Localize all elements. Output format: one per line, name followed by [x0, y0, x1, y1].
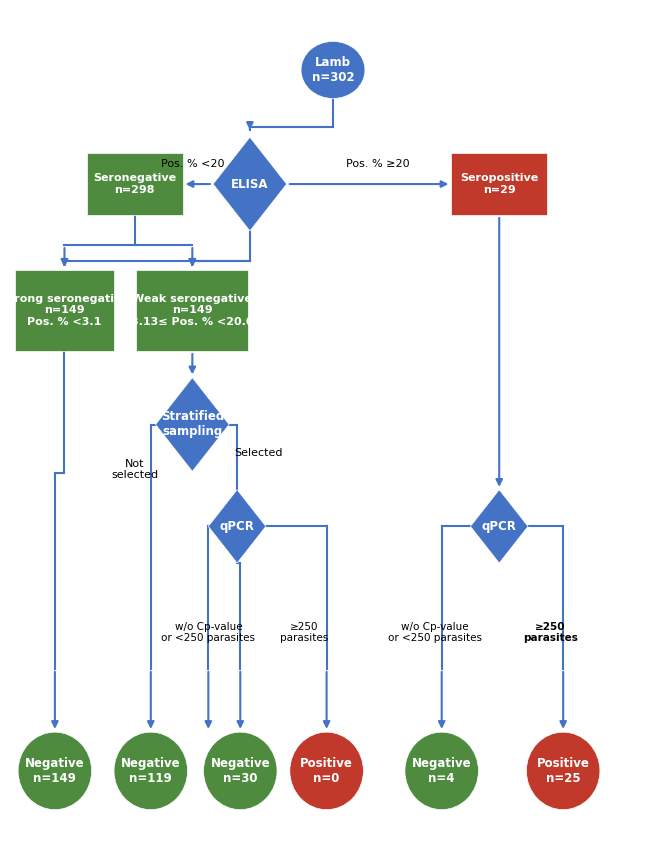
Text: Seropositive
n=29: Seropositive n=29 [460, 173, 538, 195]
Text: qPCR: qPCR [220, 520, 254, 533]
Text: ≥250
parasites: ≥250 parasites [523, 621, 578, 644]
FancyBboxPatch shape [87, 154, 182, 215]
Text: Pos. % <20: Pos. % <20 [161, 159, 224, 169]
Ellipse shape [204, 732, 277, 810]
Text: Positive
n=25: Positive n=25 [537, 757, 589, 784]
Text: w/o Cp-value
or <250 parasites: w/o Cp-value or <250 parasites [161, 621, 255, 644]
Text: qPCR: qPCR [482, 520, 517, 533]
Text: Lamb
n=302: Lamb n=302 [312, 56, 354, 84]
Text: Strong seronegative
n=149
Pos. % <3.1: Strong seronegative n=149 Pos. % <3.1 [1, 294, 129, 327]
Text: w/o Cp-value
or <250 parasites: w/o Cp-value or <250 parasites [388, 621, 482, 644]
Ellipse shape [290, 732, 364, 810]
Text: ELISA: ELISA [231, 177, 268, 190]
FancyBboxPatch shape [15, 270, 114, 351]
FancyBboxPatch shape [452, 154, 547, 215]
Ellipse shape [526, 732, 600, 810]
Polygon shape [208, 490, 266, 563]
Text: Not
selected: Not selected [111, 458, 159, 481]
Polygon shape [156, 378, 229, 471]
Ellipse shape [18, 732, 92, 810]
Text: Stratified
sampling: Stratified sampling [161, 411, 224, 438]
Text: ≥250
parasites: ≥250 parasites [280, 621, 328, 644]
Text: Negative
n=30: Negative n=30 [210, 757, 270, 784]
Ellipse shape [301, 42, 365, 98]
Text: Negative
n=4: Negative n=4 [412, 757, 472, 784]
Ellipse shape [405, 732, 478, 810]
Text: Positive
n=0: Positive n=0 [300, 757, 353, 784]
Text: Seronegative
n=298: Seronegative n=298 [93, 173, 176, 195]
Ellipse shape [114, 732, 188, 810]
Text: Pos. % ≥20: Pos. % ≥20 [346, 159, 410, 169]
Text: Weak seronegative
n=149
3.13≤ Pos. % <20.0: Weak seronegative n=149 3.13≤ Pos. % <20… [131, 294, 254, 327]
Polygon shape [470, 490, 528, 563]
Text: Negative
n=149: Negative n=149 [25, 757, 85, 784]
Text: Negative
n=119: Negative n=119 [121, 757, 180, 784]
FancyBboxPatch shape [137, 270, 248, 351]
Polygon shape [213, 138, 286, 231]
Text: Selected: Selected [234, 448, 282, 458]
